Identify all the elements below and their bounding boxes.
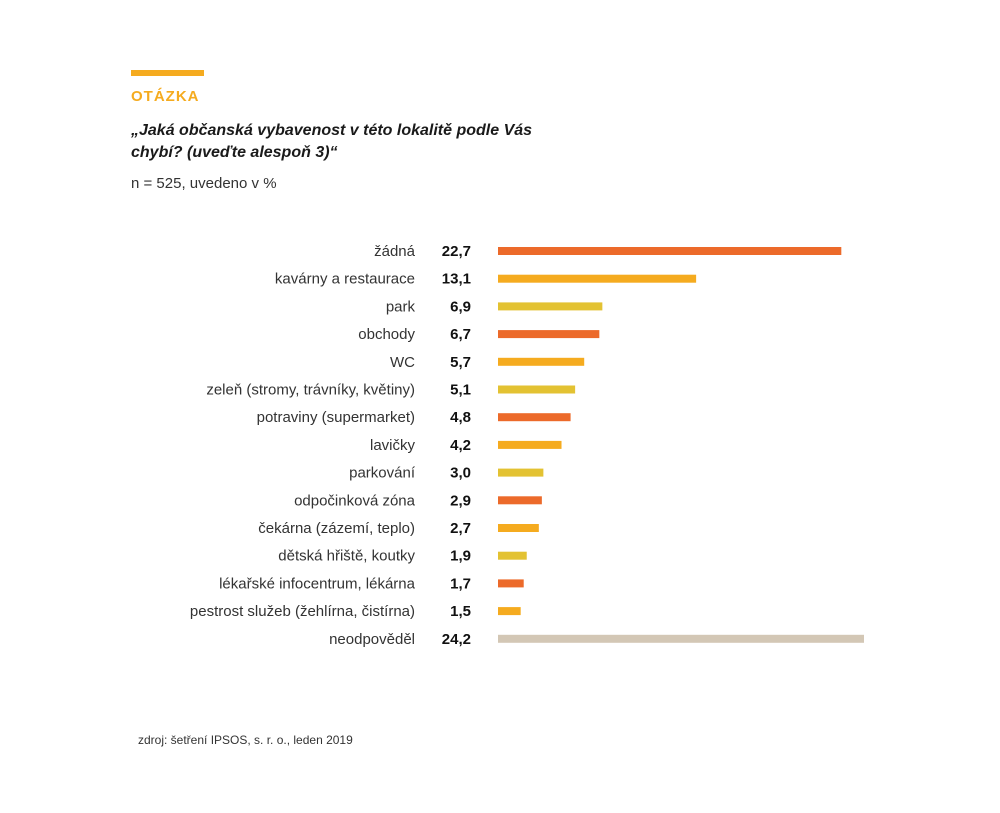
bar bbox=[498, 496, 542, 505]
category-label: obchody bbox=[358, 326, 415, 343]
value-label: 5,7 bbox=[450, 354, 471, 371]
bar bbox=[498, 468, 544, 477]
value-label: 1,7 bbox=[450, 575, 471, 592]
value-label: 1,9 bbox=[450, 548, 471, 565]
category-label: lékařské infocentrum, lékárna bbox=[219, 575, 416, 592]
section-eyebrow: OTÁZKA bbox=[131, 88, 200, 105]
category-label: odpočinková zóna bbox=[294, 492, 416, 509]
source-note: zdroj: šetření IPSOS, s. r. o., leden 20… bbox=[138, 733, 353, 747]
value-label: 13,1 bbox=[442, 271, 471, 288]
value-label: 4,2 bbox=[450, 437, 471, 454]
bar bbox=[498, 247, 842, 255]
value-label: 6,9 bbox=[450, 298, 471, 315]
category-label: park bbox=[386, 298, 416, 315]
value-label: 22,7 bbox=[442, 243, 471, 260]
category-label: zeleň (stromy, trávníky, květiny) bbox=[206, 382, 415, 399]
bar bbox=[498, 440, 562, 449]
bar bbox=[498, 579, 524, 588]
bar bbox=[498, 551, 527, 560]
category-label: potraviny (supermarket) bbox=[257, 409, 415, 426]
value-label: 6,7 bbox=[450, 326, 471, 343]
bar bbox=[498, 413, 571, 422]
category-label: lavičky bbox=[370, 437, 416, 454]
bar bbox=[498, 274, 697, 283]
bar bbox=[498, 634, 864, 643]
survey-question: „Jaká občanská vybavenost v této lokalit… bbox=[131, 122, 533, 161]
value-label: 1,5 bbox=[450, 603, 471, 620]
bar bbox=[498, 385, 576, 394]
bar bbox=[498, 607, 521, 616]
category-label: čekárna (zázemí, teplo) bbox=[258, 520, 415, 537]
bar bbox=[498, 524, 539, 532]
category-label: kavárny a restaurace bbox=[275, 271, 415, 288]
bar bbox=[498, 357, 585, 366]
accent-bar bbox=[131, 70, 204, 76]
category-label: neodpověděl bbox=[329, 631, 415, 648]
category-label: parkování bbox=[349, 465, 416, 482]
value-label: 24,2 bbox=[442, 631, 471, 648]
category-label: dětská hřiště, koutky bbox=[278, 548, 415, 565]
bar bbox=[498, 302, 603, 311]
value-label: 4,8 bbox=[450, 409, 471, 426]
value-label: 2,7 bbox=[450, 520, 471, 537]
value-label: 5,1 bbox=[450, 382, 471, 399]
sample-note: n = 525, uvedeno v % bbox=[131, 175, 277, 192]
value-label: 3,0 bbox=[450, 465, 471, 482]
category-label: žádná bbox=[374, 243, 416, 260]
bar bbox=[498, 330, 600, 339]
category-label: pestrost služeb (žehlírna, čistírna) bbox=[190, 603, 415, 620]
category-label: WC bbox=[390, 354, 415, 371]
value-label: 2,9 bbox=[450, 492, 471, 509]
